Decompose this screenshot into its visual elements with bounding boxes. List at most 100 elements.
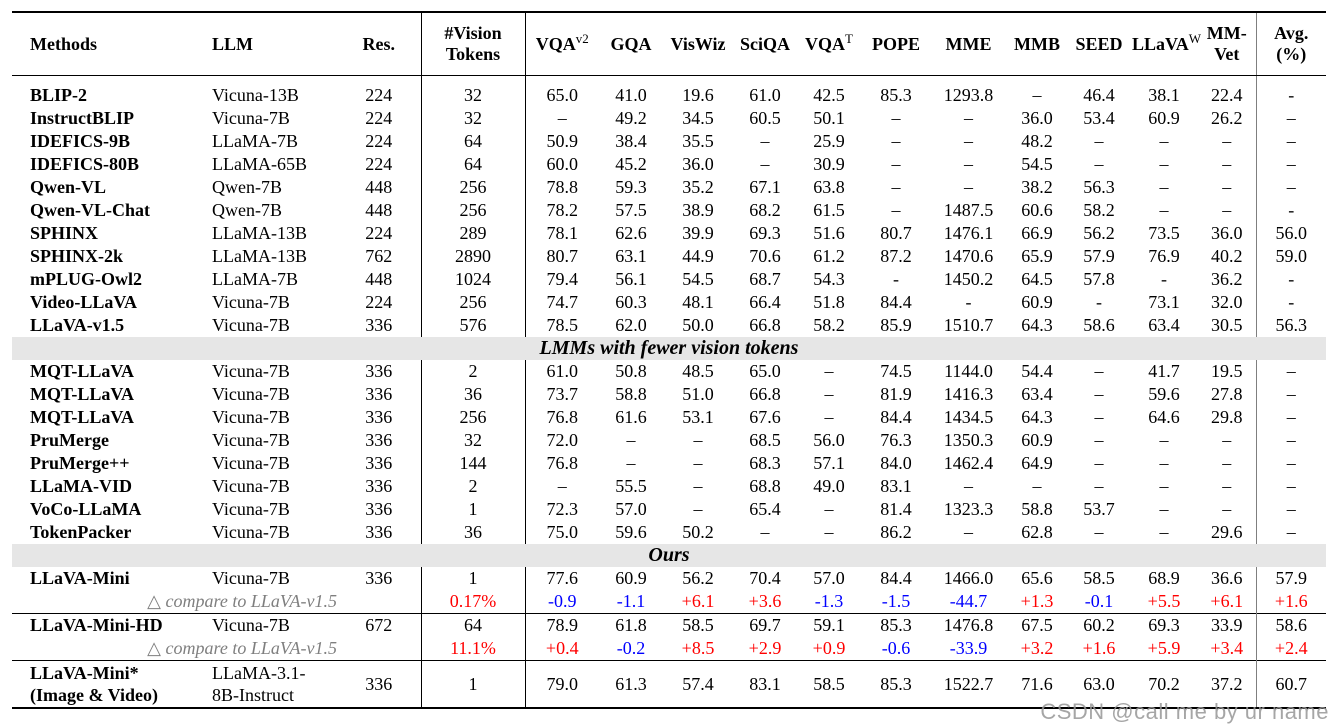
value-cell: –	[626, 430, 636, 450]
table-row: LLaVA-Mini Vicuna-7B 336 1 77.6 60.9 56.2 70.4 5…	[12, 567, 1326, 590]
value-cell: –	[964, 108, 973, 128]
compare-row: △ compare to LLaVA-v1.5 11.1% +0.4 -0.2 +8.5…	[12, 637, 1326, 661]
llm-cell: Vicuna-7B	[212, 568, 290, 588]
value-cell: 74.5	[880, 361, 912, 381]
value-cell: 33.9	[1198, 613, 1256, 637]
value-cell: –	[964, 131, 973, 151]
llm-cell: LLaMA-65B	[212, 154, 307, 174]
value-cell: 224	[365, 292, 393, 312]
value-cell: 60.3	[615, 292, 647, 312]
value-cell: 336	[365, 407, 393, 427]
value-cell: 80.7	[524, 245, 599, 268]
value-cell: –	[964, 522, 973, 542]
value-cell: 60.7	[1255, 660, 1326, 709]
value-cell: 50.8	[615, 361, 647, 381]
value-cell: 1024	[420, 268, 525, 291]
value-cell: 85.9	[880, 315, 912, 335]
value-cell: 68.8	[749, 476, 781, 496]
section-fewer-tokens: LMMs with fewer vision tokens	[12, 337, 1326, 360]
value-cell: –	[1094, 476, 1104, 496]
value-cell: 57.8	[1083, 269, 1115, 289]
value-cell: 36	[420, 521, 525, 544]
value-cell: –	[1032, 85, 1042, 105]
value-cell: 58.6	[1255, 613, 1326, 637]
method-cell: Qwen-VL	[30, 177, 106, 197]
value-cell: 64.3	[1021, 407, 1053, 427]
value-cell: 256	[420, 199, 525, 222]
value-cell: 80.7	[880, 223, 912, 243]
method-cell: MQT-LLaVA	[30, 361, 135, 381]
value-cell: –	[1222, 430, 1232, 450]
value-cell: –	[1094, 361, 1104, 381]
delta-cell: +1.3	[1020, 591, 1054, 611]
value-cell: 54.5	[682, 269, 714, 289]
value-cell: 57.9	[1255, 567, 1326, 590]
value-cell: –	[1222, 154, 1232, 174]
value-cell: –	[964, 154, 973, 174]
value-cell: –	[1222, 131, 1232, 151]
value-cell: –	[1159, 476, 1169, 496]
value-cell: 58.2	[1083, 200, 1115, 220]
value-cell: 56.3	[1255, 314, 1326, 337]
value-cell: 62.6	[615, 223, 647, 243]
delta-cell: +2.9	[748, 638, 782, 658]
value-cell: –	[824, 407, 834, 427]
value-cell: 65.0	[749, 361, 781, 381]
value-cell: 57.0	[615, 499, 647, 519]
value-cell: 48.5	[682, 361, 714, 381]
value-cell: 1522.7	[931, 660, 1006, 709]
value-cell: 2	[420, 360, 525, 383]
llm-cell: Vicuna-7B	[212, 476, 290, 496]
llm-cell: LLaMA-13B	[212, 223, 307, 243]
compare-label: △ compare to LLaVA-v1.5	[147, 638, 337, 658]
llm-cell: LLaMA-3.1- 8B-Instruct	[202, 660, 337, 709]
header-row: Methods LLM Res. #Vision Tokens VQAv2 GQA…	[12, 11, 1326, 76]
value-cell: 54.5	[1021, 154, 1053, 174]
empty-cell	[337, 637, 421, 661]
value-cell: –	[1255, 429, 1326, 452]
value-cell: 32	[420, 429, 525, 452]
method-cell: IDEFICS-80B	[30, 154, 140, 174]
watermark: CSDN @call me by ur name	[1040, 699, 1329, 724]
value-cell: 19.5	[1211, 361, 1243, 381]
table-row: SPHINX LLaMA-13B 224 289 78.1 62.6 39.9 69.3 51.…	[12, 222, 1326, 245]
table-row: MQT-LLaVA Vicuna-7B 336 256 76.8 61.6 53.1 67.6…	[12, 406, 1326, 429]
llm-cell: Vicuna-7B	[212, 522, 290, 542]
value-cell: 39.9	[682, 223, 714, 243]
value-cell: –	[693, 476, 703, 496]
value-cell: -	[1255, 75, 1326, 107]
value-cell: 63.4	[1148, 315, 1180, 335]
value-cell: 48.1	[682, 292, 714, 312]
value-cell: 224	[365, 108, 393, 128]
value-cell: 336	[365, 315, 393, 335]
value-cell: –	[1159, 200, 1169, 220]
value-cell: –	[693, 453, 703, 473]
value-cell: 68.2	[749, 200, 781, 220]
value-cell: 63.4	[1021, 384, 1053, 404]
value-cell: 1462.4	[943, 453, 994, 473]
value-cell: 336	[365, 430, 393, 450]
value-cell: 256	[420, 176, 525, 199]
value-cell: –	[1255, 521, 1326, 544]
header-viswiz: VisWiz	[663, 11, 733, 76]
method-cell: MQT-LLaVA	[30, 384, 135, 404]
value-cell: –	[1094, 430, 1104, 450]
value-cell: 1	[420, 567, 525, 590]
llm-cell: LLaMA-13B	[212, 246, 307, 266]
token-ratio: 0.17%	[420, 590, 525, 614]
value-cell: 38.1	[1148, 85, 1180, 105]
value-cell: 256	[420, 291, 525, 314]
value-cell: 84.4	[880, 407, 912, 427]
method-cell: LLaMA-VID	[30, 476, 132, 496]
llm-cell: Vicuna-7B	[212, 315, 290, 335]
method-cell: Qwen-VL-Chat	[30, 200, 150, 220]
value-cell: 83.1	[733, 660, 797, 709]
value-cell: -	[1096, 292, 1102, 312]
table-row: MQT-LLaVA Vicuna-7B 336 36 73.7 58.8 51.0 66.8 –…	[12, 383, 1326, 406]
value-cell: 1	[420, 660, 525, 709]
value-cell: 68.3	[749, 453, 781, 473]
value-cell: 36.6	[1211, 568, 1243, 588]
llm-cell: Vicuna-7B	[212, 384, 290, 404]
value-cell: –	[824, 522, 834, 542]
value-cell: 46.4	[1083, 85, 1115, 105]
